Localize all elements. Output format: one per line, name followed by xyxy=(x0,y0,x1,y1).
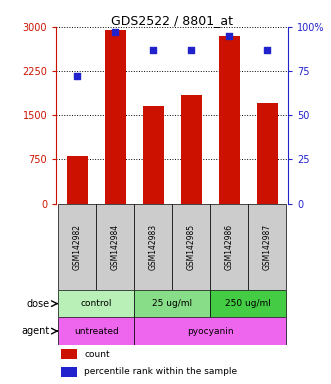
Bar xyxy=(58,204,96,290)
Bar xyxy=(134,204,172,290)
Text: GSM142984: GSM142984 xyxy=(111,223,119,270)
Text: GSM142985: GSM142985 xyxy=(187,223,196,270)
Bar xyxy=(58,317,134,345)
Bar xyxy=(67,156,88,204)
Bar xyxy=(105,30,125,204)
Title: GDS2522 / 8801_at: GDS2522 / 8801_at xyxy=(111,14,233,27)
Text: dose: dose xyxy=(26,299,49,309)
Text: 25 ug/ml: 25 ug/ml xyxy=(152,299,192,308)
Bar xyxy=(219,36,240,204)
Point xyxy=(226,33,232,39)
Bar xyxy=(172,204,210,290)
Bar xyxy=(210,204,248,290)
Bar xyxy=(96,204,134,290)
Text: control: control xyxy=(80,299,112,308)
Text: 250 ug/ml: 250 ug/ml xyxy=(225,299,271,308)
Text: pyocyanin: pyocyanin xyxy=(187,327,233,336)
Bar xyxy=(58,290,134,317)
Bar xyxy=(210,290,286,317)
Text: count: count xyxy=(84,349,110,359)
Bar xyxy=(248,204,286,290)
Text: GSM142986: GSM142986 xyxy=(225,223,234,270)
Bar xyxy=(61,367,77,377)
Point xyxy=(74,73,80,79)
Text: GSM142987: GSM142987 xyxy=(262,223,271,270)
Point xyxy=(188,47,194,53)
Text: GSM142982: GSM142982 xyxy=(73,224,82,270)
Point xyxy=(151,47,156,53)
Bar xyxy=(134,290,210,317)
Bar xyxy=(181,94,202,204)
Text: untreated: untreated xyxy=(74,327,118,336)
Bar xyxy=(143,106,164,204)
Text: agent: agent xyxy=(21,326,49,336)
Bar xyxy=(61,349,77,359)
Bar xyxy=(257,103,277,204)
Text: percentile rank within the sample: percentile rank within the sample xyxy=(84,367,237,376)
Point xyxy=(264,47,270,53)
Text: GSM142983: GSM142983 xyxy=(149,223,158,270)
Bar xyxy=(134,317,286,345)
Point xyxy=(113,29,118,35)
